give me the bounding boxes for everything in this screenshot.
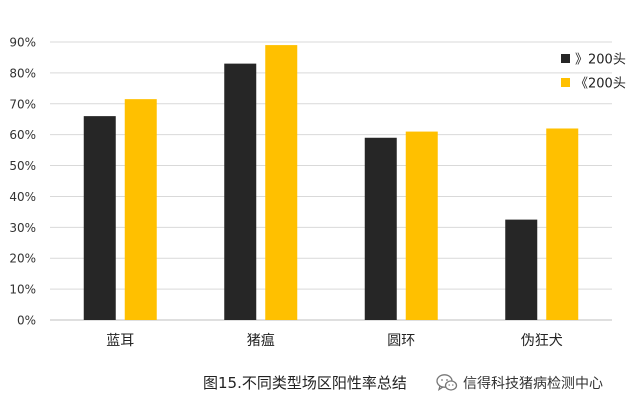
legend-swatch bbox=[561, 78, 570, 87]
y-tick-label: 60% bbox=[9, 128, 36, 142]
bar-under-200 bbox=[546, 128, 579, 320]
bar-under-200 bbox=[124, 99, 157, 321]
bars bbox=[83, 45, 579, 321]
x-tick-label: 猪瘟 bbox=[247, 332, 275, 349]
bar-under-200 bbox=[265, 45, 298, 320]
wechat-icon bbox=[436, 374, 458, 391]
legend: 》200头《200头 bbox=[561, 53, 626, 92]
y-axis-ticks: 0% 10% 20% 30% 40% 50% 60% 70% 80% 90% bbox=[9, 36, 36, 328]
y-tick-label: 40% bbox=[9, 190, 36, 204]
x-tick-label: 蓝耳 bbox=[106, 333, 134, 349]
bar-over-200 bbox=[224, 63, 257, 320]
bar-over-200 bbox=[364, 137, 397, 320]
y-tick-label: 90% bbox=[9, 36, 36, 50]
y-tick-label: 50% bbox=[9, 159, 36, 173]
legend-label: 《200头 bbox=[575, 77, 626, 92]
y-tick-label: 70% bbox=[9, 97, 36, 111]
y-tick-label: 10% bbox=[9, 283, 36, 297]
legend-swatch bbox=[561, 54, 570, 63]
figure-caption-area: 图15.不同类型场区阳性率总结 信得科技猪病检测中心 bbox=[0, 368, 640, 404]
x-tick-label: 伪狂犬 bbox=[521, 333, 563, 349]
y-tick-label: 30% bbox=[9, 221, 36, 235]
figure-caption: 图15.不同类型场区阳性率总结 bbox=[203, 374, 407, 392]
legend-label: 》200头 bbox=[575, 53, 626, 68]
source-text: 信得科技猪病检测中心 bbox=[463, 376, 603, 392]
x-tick-label: 圆环 bbox=[387, 333, 415, 349]
x-axis-ticks: 蓝耳 猪瘟 圆环 伪狂犬 bbox=[106, 332, 563, 349]
y-tick-label: 20% bbox=[9, 252, 36, 266]
bar-over-200 bbox=[505, 219, 538, 320]
y-tick-label: 80% bbox=[9, 66, 36, 80]
y-tick-label: 0% bbox=[17, 314, 36, 328]
source-tag: 信得科技猪病检测中心 bbox=[436, 370, 603, 396]
bar-over-200 bbox=[83, 116, 116, 320]
bar-under-200 bbox=[405, 131, 438, 320]
